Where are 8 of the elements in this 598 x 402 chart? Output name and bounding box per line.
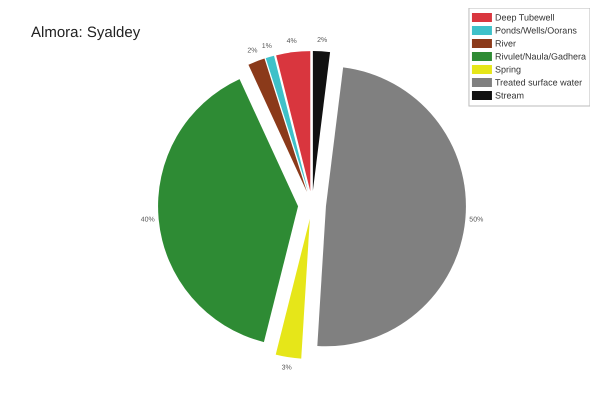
- legend-label: Deep Tubewell: [494, 12, 554, 22]
- legend-label: River: [494, 38, 516, 48]
- legend-label: Rivulet/Naula/Gadhera: [494, 52, 586, 62]
- text: Almora: Syaldey: [31, 24, 141, 41]
- legend-label: Treated surface water: [494, 78, 582, 88]
- legend-label: Ponds/Wells/Oorans: [494, 26, 578, 36]
- legend-label: Stream: [494, 90, 524, 100]
- legend-label: Spring: [494, 64, 521, 74]
